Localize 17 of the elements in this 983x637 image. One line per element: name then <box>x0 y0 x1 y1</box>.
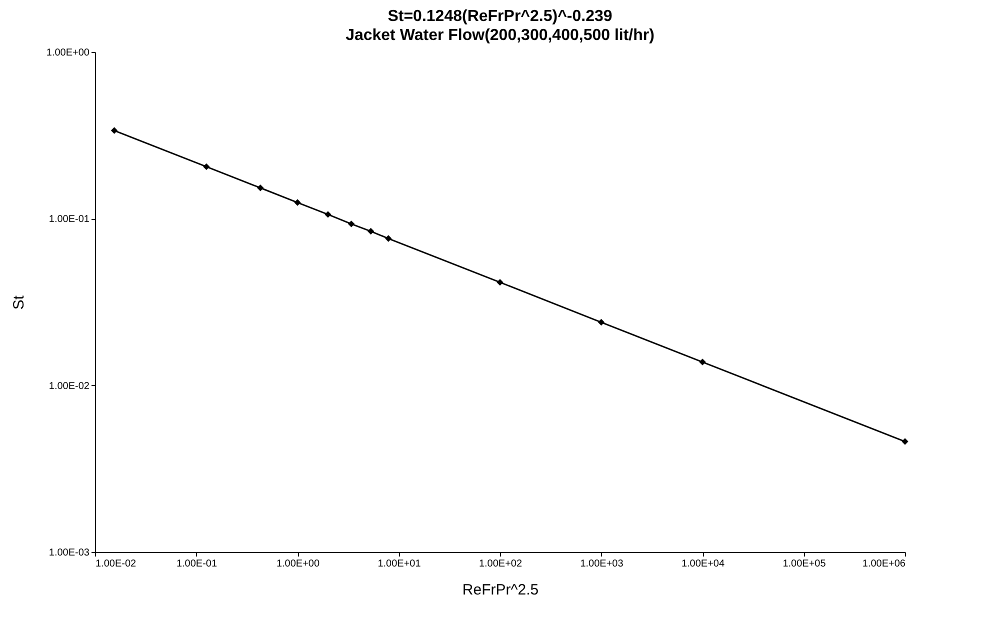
x-tick-label: 1.00E-02 <box>96 558 137 570</box>
x-axis-title: ReFrPr^2.5 <box>462 582 539 598</box>
x-tick-label: 1.00E+02 <box>478 558 522 570</box>
x-tick-label: 1.00E+03 <box>580 558 624 570</box>
x-tick-label: 1.00E+04 <box>681 558 725 570</box>
chart-title: St=0.1248(ReFrPr^2.5)^-0.239 <box>388 8 612 25</box>
x-tick-label: 1.00E+00 <box>276 558 320 570</box>
y-axis-title: St <box>10 294 28 310</box>
x-tick-label: 1.00E-01 <box>176 558 218 570</box>
chart-subtitle: Jacket Water Flow(200,300,400,500 lit/hr) <box>346 27 654 44</box>
y-tick-label: 1.00E-01 <box>48 214 90 226</box>
x-tick-label: 1.00E+01 <box>378 558 422 570</box>
x-tick-label: 1.00E+06 <box>862 558 906 570</box>
y-tick-label: 1.00E-02 <box>48 380 90 392</box>
y-tick-label: 1.00E-03 <box>48 548 90 558</box>
x-tick-label: 1.00E+05 <box>782 558 826 570</box>
y-tick-label: 1.00E+00 <box>46 48 90 58</box>
